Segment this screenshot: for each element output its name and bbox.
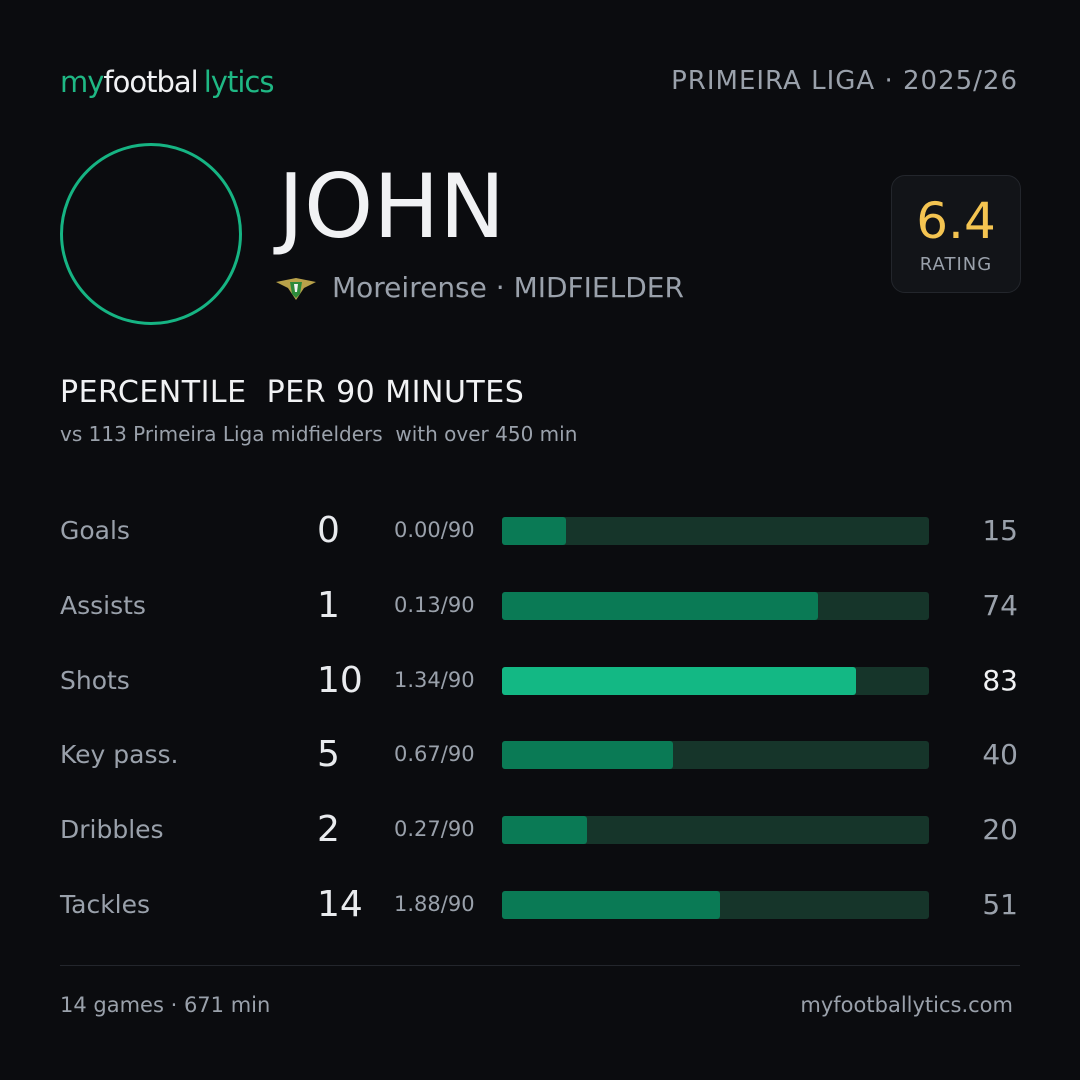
brand-part: footbal xyxy=(103,65,198,99)
rating-box: 6.4 RATING xyxy=(891,175,1021,293)
row-label: Shots xyxy=(60,665,130,695)
percentile-bar xyxy=(502,591,818,620)
rating-label: RATING xyxy=(919,254,993,275)
club: Moreirense xyxy=(332,271,487,304)
row-total: 14 xyxy=(317,884,363,925)
section-title: PERCENTILE PER 90 MINUTES xyxy=(60,375,525,410)
row-label: Tackles xyxy=(60,890,151,919)
row-percentile: 51 xyxy=(982,888,1018,921)
row-label: Dribbles xyxy=(60,815,164,845)
row-label: Goals xyxy=(60,516,130,545)
row-total: 2 xyxy=(317,809,340,851)
footer-stats: 14 games · 671 min xyxy=(60,993,271,1017)
brand-part: my xyxy=(60,65,104,99)
percentile-bar xyxy=(502,517,567,545)
row-percentile: 83 xyxy=(982,663,1018,697)
avatar xyxy=(60,143,242,325)
position: · MIDFIELDER xyxy=(495,271,684,304)
row-per90: 0.00/90 xyxy=(394,518,475,542)
player-name: JOHN xyxy=(278,155,506,258)
row-per90: 0.13/90 xyxy=(394,592,475,617)
row-percentile: 15 xyxy=(982,514,1018,547)
row-per90: 0.67/90 xyxy=(394,742,475,767)
rating: 6.4 xyxy=(916,192,996,250)
percentile-bar xyxy=(502,816,588,845)
bar-track xyxy=(502,741,929,770)
percentile-bar xyxy=(502,666,857,695)
row-label: Key pass. xyxy=(60,740,179,770)
divider xyxy=(60,965,1020,966)
footer-site: myfootballytics.com xyxy=(800,993,1013,1017)
bar-track xyxy=(502,591,929,620)
row-total: 5 xyxy=(317,734,340,776)
bar-track xyxy=(502,816,929,845)
brand: myfootbal lytics xyxy=(60,65,275,99)
section-subtitle: vs 113 Primeira Liga midfielders with ov… xyxy=(60,422,578,446)
row-total: 1 xyxy=(317,584,340,626)
row-label: Assists xyxy=(60,590,146,620)
club-logo xyxy=(276,278,316,300)
row-total: 0 xyxy=(317,510,340,551)
row-percentile: 74 xyxy=(982,588,1018,622)
percentile-bar xyxy=(502,891,720,919)
bar-track xyxy=(502,517,929,545)
row-percentile: 40 xyxy=(982,738,1018,772)
club-line: Moreirense · MIDFIELDER xyxy=(332,274,684,302)
brand-part: lytics xyxy=(203,65,275,99)
bar-track xyxy=(502,666,929,695)
row-percentile: 20 xyxy=(982,813,1018,847)
league: PRIMEIRA LIGA · 2025/26 xyxy=(671,66,1018,96)
row-total: 10 xyxy=(317,659,363,701)
row-per90: 1.88/90 xyxy=(394,892,475,916)
bar-track xyxy=(502,891,929,919)
row-per90: 0.27/90 xyxy=(394,817,475,842)
percentile-bar xyxy=(502,741,673,770)
row-per90: 1.34/90 xyxy=(394,667,475,692)
